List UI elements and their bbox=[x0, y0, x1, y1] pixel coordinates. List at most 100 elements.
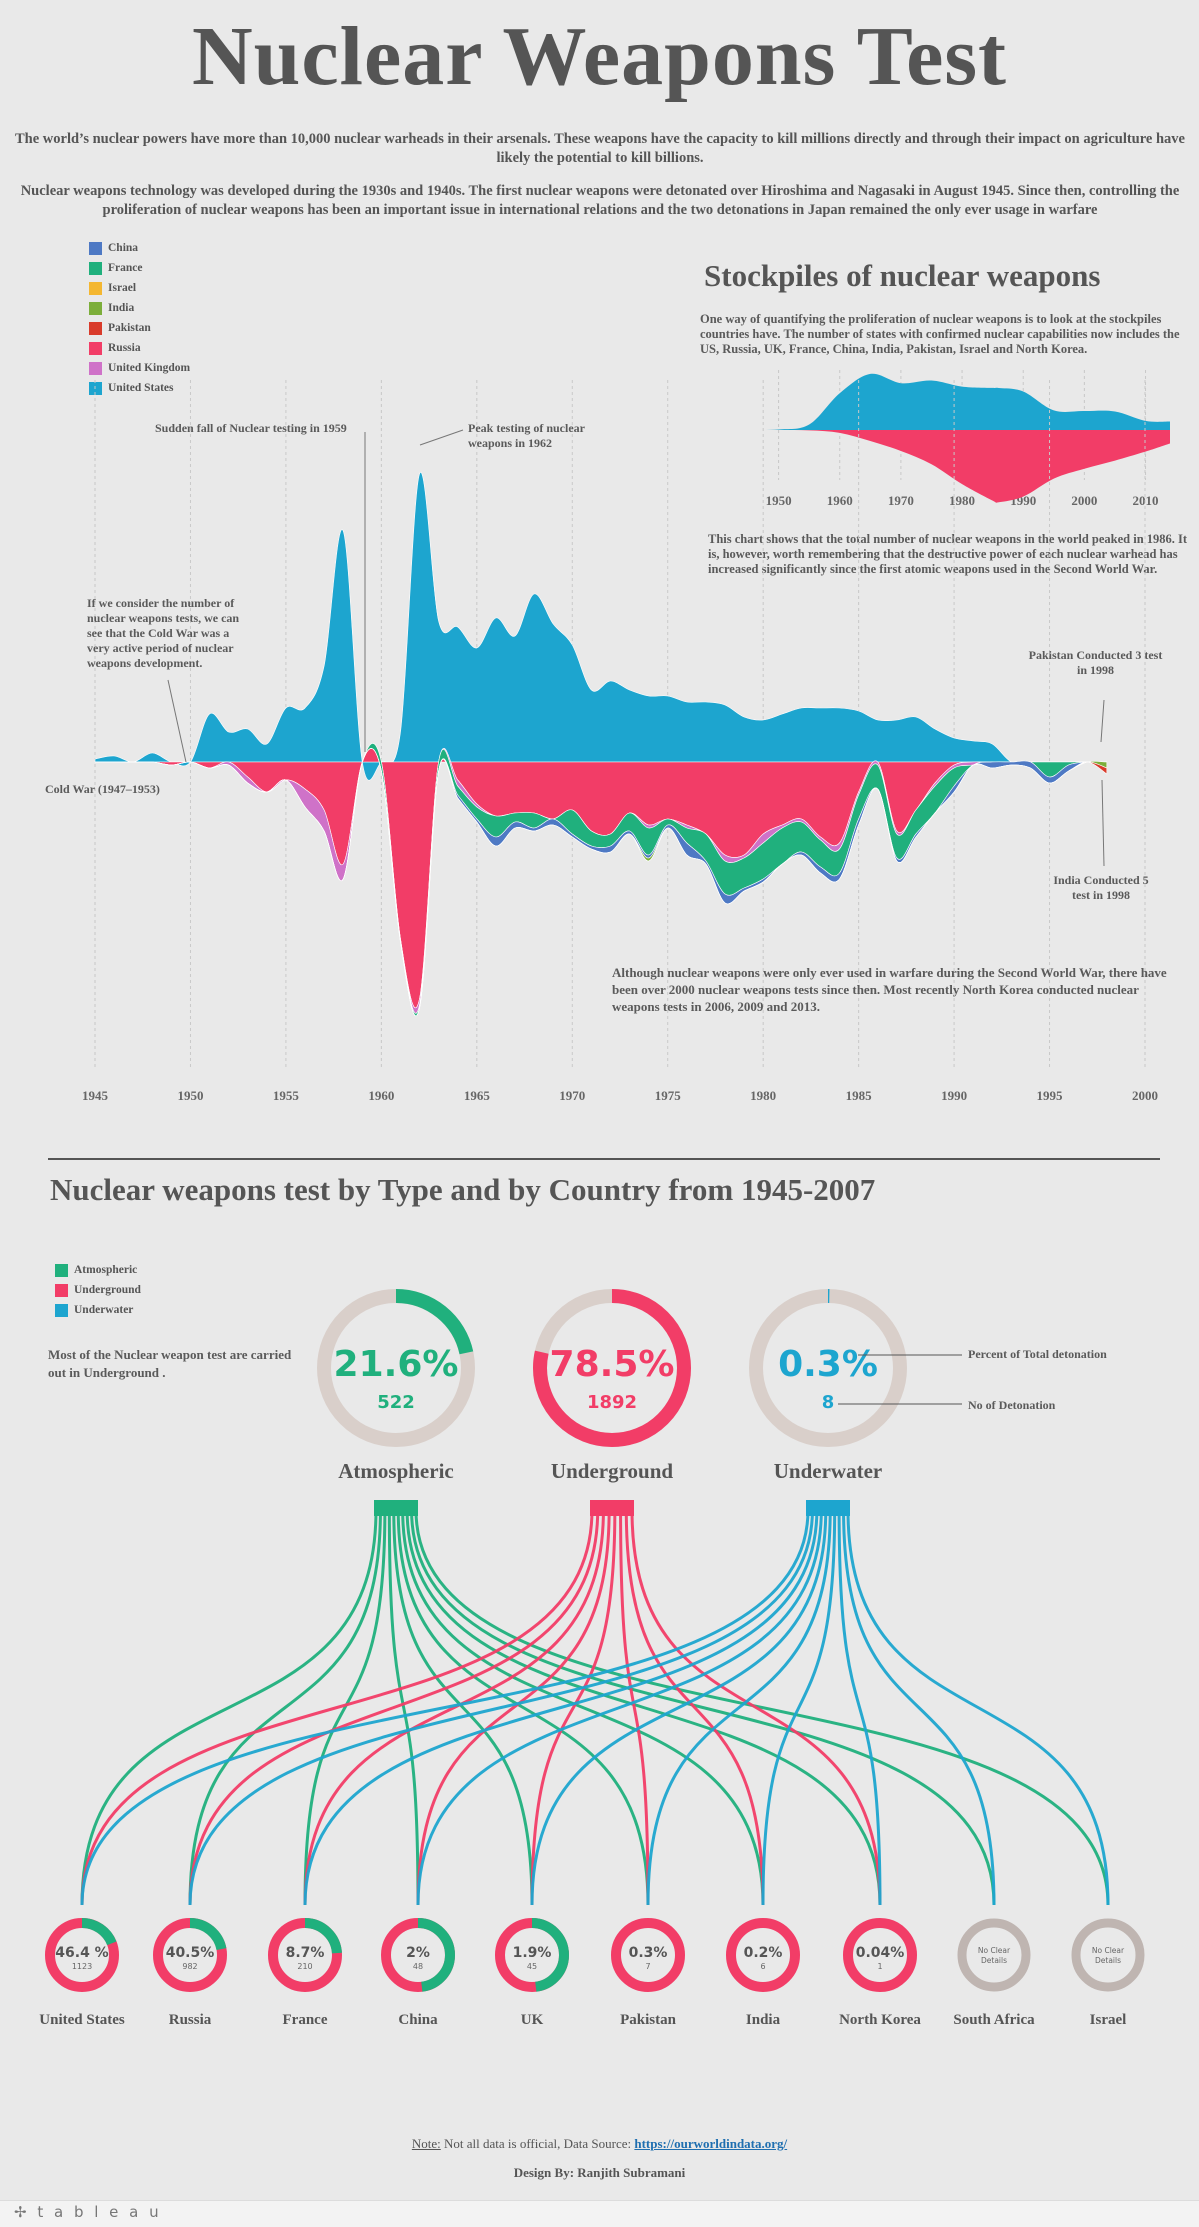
legend-swatch bbox=[89, 241, 102, 255]
x-tick-1955: 1955 bbox=[273, 1088, 300, 1103]
flow-underwater-israel bbox=[846, 1509, 1110, 1906]
stockpiles-note: This chart shows that the total number o… bbox=[708, 532, 1188, 576]
country-donut-china bbox=[381, 1918, 455, 1992]
stock-tick-1960: 1960 bbox=[827, 493, 853, 508]
legend-item-china[interactable]: China bbox=[89, 238, 190, 258]
annotation-pakistan: Pakistan Conducted 3 test in 1998 bbox=[1028, 648, 1163, 677]
tableau-toolbar bbox=[0, 2200, 1199, 2227]
country-donut-israel-label: Israel bbox=[1090, 2012, 1127, 2028]
type-donut-underwater-value bbox=[749, 1289, 907, 1447]
flow-atmospheric-south-africa bbox=[410, 1509, 996, 1906]
country-donut-china-label: China bbox=[398, 2012, 438, 2028]
country-donut-south-africa-note: No Clear bbox=[978, 1946, 1011, 1955]
legend-item-united-kingdom[interactable]: United Kingdom bbox=[89, 358, 190, 378]
footer-credit: Design By: Ranjith Subramani bbox=[513, 2165, 686, 2180]
legend-item-atmospheric[interactable]: Atmospheric bbox=[55, 1260, 141, 1280]
flow-atmospheric-uk bbox=[392, 1509, 534, 1906]
country-legend: China France Israel India Pakistan Russia Unit… bbox=[89, 238, 190, 398]
type-percent-underwater: 0.3% bbox=[778, 1344, 878, 1385]
leader-cold-war bbox=[167, 679, 187, 763]
country-donut-pakistan-count: 7 bbox=[645, 1962, 650, 1971]
flow-atmospheric-pakistan bbox=[396, 1509, 650, 1906]
type-donut-atmospheric-value bbox=[317, 1289, 475, 1447]
country-donut-india-count: 6 bbox=[760, 1962, 765, 1971]
country-donut-south-africa-note-2: Details bbox=[981, 1956, 1007, 1965]
legend-item-underground[interactable]: Underground bbox=[55, 1280, 141, 1300]
country-donut-united-states-count: 1123 bbox=[72, 1962, 92, 1971]
type-count-underground: 1892 bbox=[587, 1392, 637, 1413]
legend-item-israel[interactable]: Israel bbox=[89, 278, 190, 298]
flow-underground-united-states bbox=[80, 1509, 594, 1906]
stock-tick-1980: 1980 bbox=[949, 493, 975, 508]
legend-label: China bbox=[108, 242, 139, 254]
flow-underwater-russia bbox=[188, 1509, 814, 1906]
source-link[interactable]: https://ourworldindata.org/ bbox=[634, 2136, 788, 2151]
country-donut-russia-count: 982 bbox=[182, 1962, 197, 1971]
country-donut-south-africa bbox=[957, 1918, 1031, 1992]
legend-item-pakistan[interactable]: Pakistan bbox=[89, 318, 190, 338]
country-donut-north-korea-underground bbox=[843, 1918, 917, 1992]
type-donut-underground-value bbox=[533, 1289, 691, 1447]
type-legend: Atmospheric Underground Underwater bbox=[55, 1260, 141, 1320]
type-label-underground: Underground bbox=[551, 1459, 673, 1483]
legend-swatch bbox=[89, 361, 102, 375]
annotation-india: India Conducted 5 test in 1998 bbox=[1053, 873, 1149, 902]
flow-underwater-south-africa bbox=[842, 1509, 996, 1906]
legend-label: Atmospheric bbox=[74, 1264, 138, 1276]
country-donut-israel-note: No Clear bbox=[1092, 1946, 1125, 1955]
intro-paragraph-1: The world’s nuclear powers have more tha… bbox=[15, 131, 1185, 166]
flow-underwater-india bbox=[761, 1509, 837, 1906]
legend-label: Underground bbox=[74, 1284, 141, 1296]
country-donut-pakistan-percent: 0.3% bbox=[629, 1945, 668, 1961]
country-donut-france-atmospheric bbox=[268, 1918, 342, 1992]
flow-underwater-north-korea bbox=[837, 1509, 882, 1906]
country-donut-china-percent: 2% bbox=[406, 1945, 430, 1961]
stock-tick-1970: 1970 bbox=[888, 493, 914, 508]
footer-note: Note: Not all data is official, Data Sou… bbox=[411, 2136, 788, 2151]
country-donut-pakistan bbox=[611, 1918, 685, 1992]
legend-item-underwater[interactable]: Underwater bbox=[55, 1300, 141, 1320]
flow-atmospheric-israel bbox=[414, 1509, 1110, 1906]
flow-underground-russia bbox=[188, 1509, 600, 1906]
legend-item-india[interactable]: India bbox=[89, 298, 190, 318]
country-donut-china-atmospheric bbox=[381, 1918, 455, 1992]
flow-underground-uk bbox=[530, 1509, 617, 1906]
x-tick-1980: 1980 bbox=[750, 1088, 776, 1103]
stock-area-russia bbox=[748, 429, 1170, 503]
legend-label: India bbox=[108, 302, 135, 314]
flow-underground-pakistan bbox=[619, 1509, 650, 1906]
country-donut-france-label: France bbox=[283, 2012, 328, 2028]
country-donut-united-states-label: United States bbox=[39, 2012, 125, 2028]
tableau-logo[interactable]: ✢ t a b l e a u bbox=[14, 2203, 162, 2221]
flow-underwater-united-states bbox=[80, 1509, 810, 1906]
flow-source-underwater bbox=[806, 1500, 850, 1516]
type-count-atmospheric: 522 bbox=[377, 1392, 415, 1413]
country-donut-united-states bbox=[45, 1918, 119, 1992]
country-donut-france bbox=[268, 1918, 342, 1992]
type-label-underwater: Underwater bbox=[774, 1459, 882, 1483]
country-donut-uk-label: UK bbox=[521, 2012, 544, 2028]
annotation-cold-war-label: Cold War (1947–1953) bbox=[45, 782, 160, 796]
type-label-atmospheric: Atmospheric bbox=[338, 1459, 453, 1483]
type-country-chart: 21.6% 522 Atmospheric 78.5% 1892 Underground 0… bbox=[39, 1289, 1145, 2028]
stockpiles-chart: 1950 1960 1970 1980 1990 2000 2010 bbox=[748, 370, 1170, 508]
legend-item-russia[interactable]: Russia bbox=[89, 338, 190, 358]
x-tick-1970: 1970 bbox=[559, 1088, 585, 1103]
country-donut-uk-count: 45 bbox=[527, 1962, 537, 1971]
country-donut-india-label: India bbox=[746, 2012, 781, 2028]
flow-underwater-france bbox=[303, 1509, 819, 1906]
type-donut-atmospheric bbox=[317, 1289, 475, 1447]
x-tick-1945: 1945 bbox=[82, 1088, 109, 1103]
flow-underground-india bbox=[624, 1509, 765, 1906]
country-donut-india-underground bbox=[726, 1918, 800, 1992]
legend-swatch bbox=[55, 1283, 68, 1297]
callout-percent: Percent of Total detonation bbox=[968, 1347, 1107, 1361]
annotation-cold-war: If we consider the number of nuclear wea… bbox=[87, 596, 240, 670]
flow-source-atmospheric bbox=[374, 1500, 418, 1516]
legend-item-france[interactable]: France bbox=[89, 258, 190, 278]
country-donut-russia-percent: 40.5% bbox=[166, 1945, 215, 1961]
flow-underground-france bbox=[303, 1509, 605, 1906]
country-donut-india-percent: 0.2% bbox=[744, 1945, 783, 1961]
stock-area-us bbox=[748, 373, 1170, 431]
country-donut-north-korea bbox=[843, 1918, 917, 1992]
